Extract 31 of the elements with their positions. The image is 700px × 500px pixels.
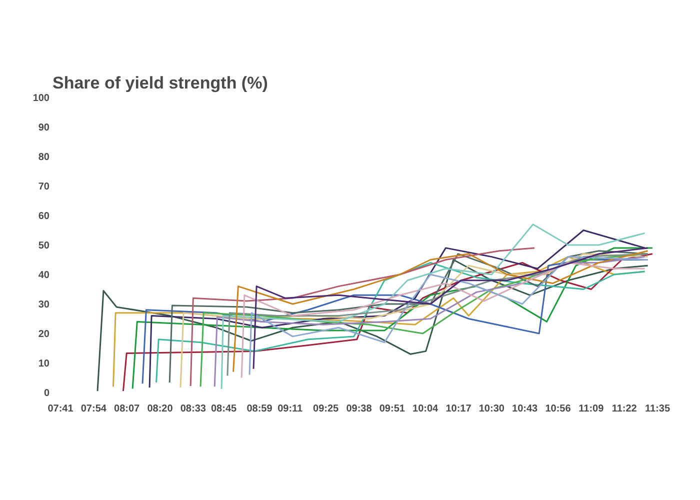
x-tick-label: 09:38 [346,404,372,414]
x-tick-label: 11:35 [644,404,670,414]
x-tick-label: 10:56 [545,404,572,414]
x-tick-label: 11:09 [578,404,604,414]
y-tick-label: 60 [38,211,50,222]
x-tick-label: 08:33 [180,404,206,414]
y-tick-label: 50 [38,240,50,252]
y-tick-label: 10 [38,358,50,370]
chart-title: Share of yield strength (%) [52,74,268,92]
y-tick-label: 40 [38,270,50,281]
y-tick-label: 80 [38,152,50,163]
x-tick-label: 10:30 [478,404,505,414]
x-tick-label: 07:41 [48,404,74,414]
x-tick-label: 07:54 [80,404,107,414]
y-tick-label: 70 [38,182,50,192]
y-tick-label: 90 [38,122,50,134]
y-tick-label: 100 [32,93,50,104]
x-tick-label: 09:11 [278,404,304,414]
x-tick-label: 11:22 [612,404,638,414]
x-tick-label: 09:51 [379,404,406,414]
x-tick-label: 10:04 [412,404,439,414]
x-tick-label: 09:25 [313,404,340,414]
y-tick-label: 0 [44,388,50,399]
x-tick-label: 08:07 [114,404,140,414]
x-tick-label: 08:20 [147,404,174,414]
x-tick-label: 08:59 [246,404,273,414]
x-tick-label: 08:45 [211,404,238,414]
y-tick-label: 20 [38,329,50,340]
x-tick-label: 10:43 [512,404,538,414]
x-tick-label: 10:17 [446,404,472,414]
y-tick-label: 30 [38,300,50,310]
